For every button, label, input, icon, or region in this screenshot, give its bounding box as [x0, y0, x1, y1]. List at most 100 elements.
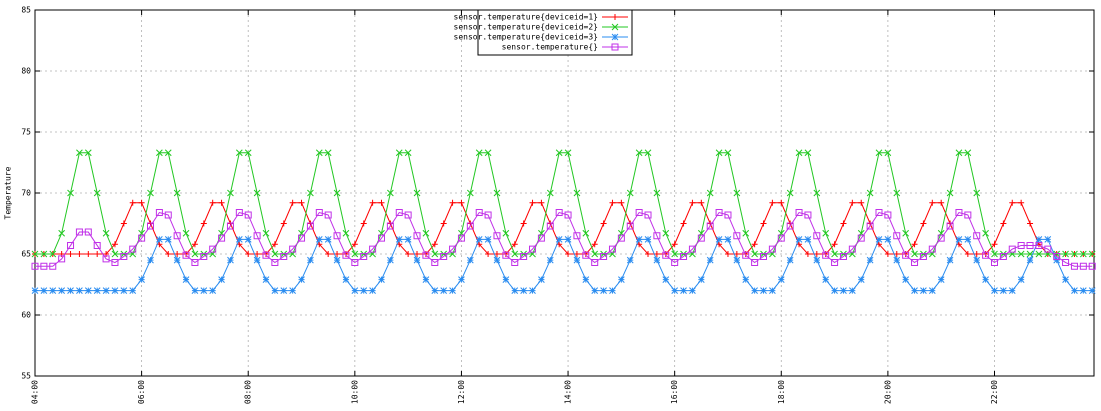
- point-marker: [67, 287, 74, 294]
- point-marker: [626, 189, 634, 197]
- point-marker: [324, 149, 332, 157]
- point-marker: [271, 259, 279, 267]
- point-marker: [1017, 241, 1025, 249]
- point-marker: [546, 189, 554, 197]
- x-tick-label: 18:00: [777, 380, 786, 404]
- point-marker: [600, 287, 607, 294]
- point-marker: [964, 236, 972, 243]
- point-marker: [307, 189, 314, 197]
- point-marker: [271, 250, 279, 258]
- point-marker: [902, 251, 910, 259]
- point-marker: [591, 287, 599, 294]
- point-marker: [964, 149, 972, 157]
- point-marker: [742, 251, 750, 259]
- point-marker: [174, 251, 181, 257]
- point-marker: [67, 251, 74, 257]
- point-marker: [546, 256, 554, 264]
- point-marker: [155, 209, 163, 217]
- point-marker: [377, 234, 385, 242]
- point-marker: [706, 256, 714, 264]
- point-marker: [760, 220, 767, 227]
- point-marker: [298, 276, 305, 283]
- point-marker: [1017, 276, 1025, 283]
- point-marker: [129, 199, 136, 206]
- point-marker: [102, 287, 110, 294]
- point-marker: [822, 251, 830, 259]
- point-marker: [760, 287, 767, 294]
- series-line: [35, 211, 1093, 267]
- point-marker: [600, 252, 608, 260]
- point-marker: [49, 262, 57, 270]
- point-marker: [111, 259, 119, 267]
- point-marker: [938, 199, 945, 206]
- point-marker: [244, 149, 252, 157]
- point-marker: [1035, 250, 1043, 258]
- point-marker: [875, 236, 883, 243]
- point-marker: [804, 149, 812, 157]
- point-marker: [688, 245, 696, 253]
- point-marker: [173, 256, 181, 264]
- point-marker: [351, 241, 358, 248]
- point-marker: [520, 287, 527, 294]
- point-marker: [742, 276, 750, 283]
- point-marker: [49, 250, 57, 258]
- point-marker: [920, 287, 927, 294]
- point-marker: [31, 287, 39, 294]
- legend-label: sensor.temperature{}: [502, 43, 598, 52]
- point-marker: [164, 149, 172, 157]
- point-marker: [58, 255, 66, 263]
- y-tick-label: 55: [21, 372, 31, 381]
- point-marker: [857, 234, 865, 242]
- point-marker: [840, 250, 847, 258]
- point-marker: [458, 276, 465, 283]
- point-marker: [724, 211, 732, 219]
- point-marker: [138, 234, 146, 242]
- point-marker: [929, 199, 936, 206]
- point-marker: [538, 199, 545, 206]
- point-marker: [218, 199, 225, 206]
- point-marker: [387, 256, 394, 264]
- point-marker: [156, 236, 163, 243]
- point-marker: [1035, 241, 1043, 249]
- point-marker: [93, 287, 101, 294]
- point-marker: [200, 252, 208, 260]
- point-marker: [413, 256, 421, 264]
- point-marker: [582, 229, 590, 237]
- point-marker: [404, 236, 412, 243]
- point-marker: [715, 209, 723, 217]
- point-marker: [449, 287, 456, 294]
- point-marker: [226, 222, 234, 230]
- point-marker: [75, 228, 83, 236]
- point-marker: [325, 251, 332, 257]
- point-marker: [565, 251, 572, 257]
- point-marker: [778, 199, 785, 206]
- point-marker: [520, 220, 527, 227]
- point-marker: [262, 276, 270, 283]
- legend-marker: [611, 23, 619, 31]
- point-marker: [315, 209, 323, 217]
- point-marker: [289, 287, 296, 294]
- point-marker: [839, 252, 847, 260]
- point-marker: [457, 234, 465, 242]
- point-marker: [529, 245, 537, 253]
- point-marker: [1079, 287, 1087, 294]
- point-marker: [333, 189, 341, 197]
- point-marker: [564, 211, 572, 219]
- point-marker: [724, 236, 732, 243]
- point-marker: [386, 222, 394, 230]
- point-marker: [777, 276, 785, 283]
- point-marker: [289, 245, 297, 253]
- point-marker: [262, 229, 270, 237]
- x-tick-label: 22:00: [990, 380, 999, 404]
- point-marker: [76, 251, 83, 257]
- point-marker: [760, 252, 768, 260]
- point-marker: [777, 234, 785, 242]
- point-marker: [1053, 256, 1061, 264]
- point-marker: [40, 250, 48, 258]
- point-marker: [49, 287, 57, 294]
- point-marker: [1008, 287, 1016, 294]
- point-marker: [182, 276, 190, 283]
- point-marker: [271, 241, 278, 248]
- point-marker: [484, 149, 492, 157]
